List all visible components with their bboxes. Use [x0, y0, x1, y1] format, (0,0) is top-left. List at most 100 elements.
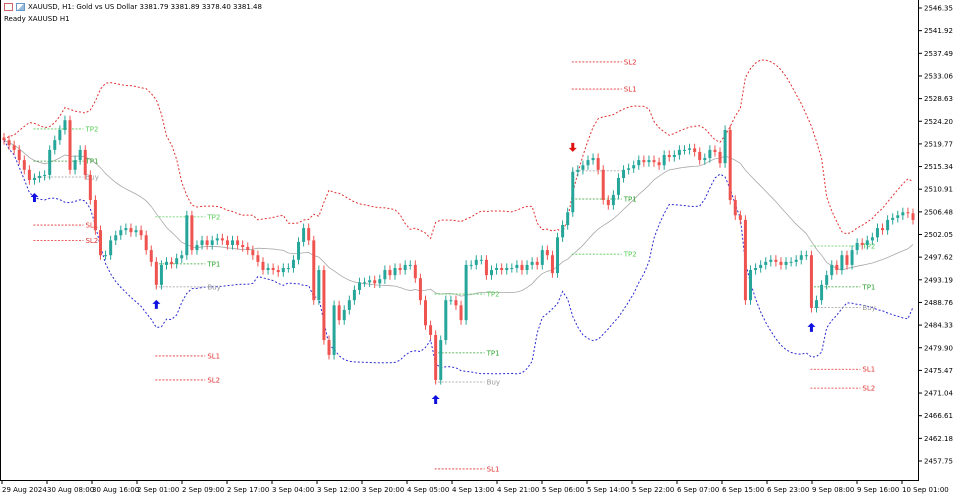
candle-body	[642, 160, 646, 163]
candle-body	[870, 237, 874, 241]
candle	[571, 167, 575, 217]
candle-body	[820, 284, 824, 301]
candle-body	[449, 300, 453, 302]
candle	[464, 260, 468, 325]
candle-body	[205, 240, 209, 245]
candle-body	[291, 259, 295, 268]
candle-body	[317, 270, 321, 301]
candle	[647, 155, 651, 167]
candle	[231, 235, 235, 250]
candle	[190, 210, 194, 255]
candle-body	[231, 240, 235, 245]
candle-body	[500, 267, 504, 271]
candle-body	[479, 259, 483, 261]
candle-body	[688, 148, 692, 150]
candle-body	[246, 247, 250, 251]
candle-body	[677, 149, 681, 155]
level-label-sl2: SL2	[85, 237, 98, 245]
candle-body	[73, 160, 77, 170]
y-tick-label: 2479.90	[924, 344, 953, 352]
candle-body	[723, 129, 727, 164]
candle	[627, 163, 631, 175]
candle-body	[17, 149, 21, 161]
y-tick-label: 2541.92	[924, 27, 953, 35]
y-tick-label: 2546.35	[924, 5, 953, 13]
candle	[7, 135, 11, 150]
y-tick-label: 2457.75	[924, 458, 953, 466]
candle-body	[657, 162, 661, 166]
candle-body	[93, 199, 97, 231]
candle	[896, 210, 900, 223]
candle-body	[38, 175, 42, 179]
candle	[286, 263, 290, 273]
candle	[632, 160, 636, 173]
candle	[682, 145, 686, 155]
candle	[312, 235, 316, 305]
candle-body	[175, 258, 179, 264]
candle-body	[200, 240, 204, 245]
candle-body	[276, 270, 280, 273]
candle	[347, 295, 351, 315]
candle	[368, 275, 372, 287]
candle	[708, 145, 712, 163]
candle	[733, 195, 737, 220]
candle	[601, 165, 605, 205]
candle	[586, 155, 590, 170]
candle	[413, 260, 417, 283]
candle-body	[611, 194, 615, 206]
candle	[449, 295, 453, 305]
candle	[759, 260, 763, 273]
candle-body	[68, 120, 72, 170]
candle	[510, 263, 514, 273]
x-tick-label: 5 Sep 14:00	[587, 486, 629, 494]
level-label-tp1: TP1	[623, 195, 637, 203]
candle-body	[672, 154, 676, 158]
level-label-tp2: TP2	[486, 291, 500, 299]
candle-body	[190, 215, 194, 251]
candle	[794, 255, 798, 267]
y-tick-label: 2497.62	[924, 254, 953, 262]
candle	[748, 265, 752, 305]
candle-body	[490, 270, 494, 276]
candle-body	[271, 267, 275, 271]
candle	[596, 153, 600, 175]
candle-body	[576, 169, 580, 172]
candle	[266, 263, 270, 275]
candle-body	[591, 158, 595, 161]
candle	[642, 155, 646, 167]
candle-body	[627, 168, 631, 170]
candle	[850, 245, 854, 270]
candle	[251, 245, 255, 260]
candle	[662, 150, 666, 170]
x-tick-label: 4 Sep 05:00	[407, 486, 449, 494]
signal-arrows	[30, 142, 816, 404]
candle-body	[860, 242, 864, 245]
candle	[195, 240, 199, 255]
y-tick-label: 2488.76	[924, 299, 953, 307]
candle	[540, 245, 544, 270]
candle	[784, 257, 788, 270]
candle-body	[886, 219, 890, 231]
candle	[723, 125, 727, 168]
candle	[490, 265, 494, 280]
candle-body	[809, 255, 813, 308]
candle-body	[652, 160, 656, 163]
candle-body	[83, 149, 87, 175]
chart-list-icon[interactable]	[4, 3, 13, 11]
candle	[88, 170, 92, 205]
chart-type-icon[interactable]	[16, 3, 25, 11]
y-tick-label: 2533.06	[924, 72, 953, 80]
candle-body	[586, 160, 590, 166]
y-tick-label: 2528.63	[924, 95, 953, 103]
level-label-sl2: SL2	[862, 385, 875, 393]
candle	[535, 257, 539, 270]
candle	[271, 263, 275, 275]
candle-body	[825, 275, 829, 285]
candle	[418, 273, 422, 305]
y-tick-label: 2471.04	[924, 390, 953, 398]
candle-body	[891, 217, 895, 220]
candle-body	[728, 129, 732, 200]
candle	[129, 223, 133, 237]
candle-body	[144, 235, 148, 251]
